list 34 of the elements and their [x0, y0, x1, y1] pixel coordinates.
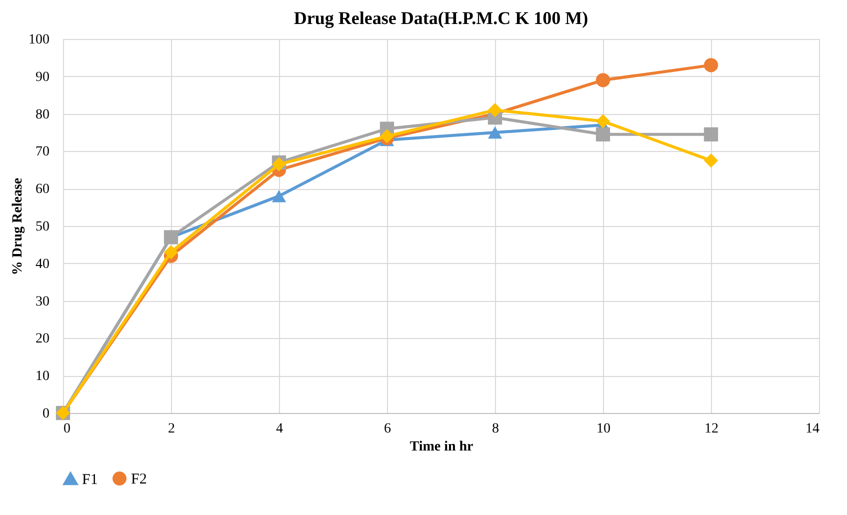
point	[272, 190, 286, 202]
point	[704, 153, 718, 168]
y-tick-label: 20	[36, 332, 50, 347]
point	[488, 126, 502, 139]
x-tick-label: 10	[596, 422, 610, 436]
point	[488, 102, 502, 118]
y-tick-label: 0	[42, 406, 50, 422]
x-tick-label: 2	[168, 422, 175, 436]
point	[596, 114, 610, 128]
x-tick-label: 6	[384, 422, 391, 436]
point	[164, 245, 178, 260]
y-tick-label: 90	[36, 70, 50, 85]
y-tick-label: 50	[36, 220, 50, 234]
legend-label: F2	[131, 472, 147, 488]
x-tick-label: 14	[806, 422, 820, 436]
legend-label: F1	[82, 472, 98, 488]
point	[596, 73, 610, 88]
point	[704, 127, 718, 142]
y-tick-label: 60	[36, 182, 50, 198]
y-tick-label: 70	[36, 144, 50, 160]
x-axis-title: Time in hr	[410, 440, 474, 454]
y-tick-label: 10	[36, 369, 50, 384]
point	[704, 58, 718, 72]
chart-title: Drug Release Data(H.P.M.C K 100 M)	[294, 8, 588, 28]
y-axis-title: % Drug Release	[10, 178, 26, 276]
x-tick-label: 0	[64, 422, 70, 436]
point	[596, 127, 610, 142]
x-tick-label: 4	[276, 422, 283, 436]
y-tick-label: 100	[28, 32, 50, 48]
x-tick-label: 12	[704, 422, 718, 436]
y-tick-label: 30	[36, 294, 50, 310]
y-tick-label: 80	[36, 107, 50, 122]
y-tick-label: 40	[36, 256, 50, 272]
x-tick-label: 8	[492, 422, 499, 436]
